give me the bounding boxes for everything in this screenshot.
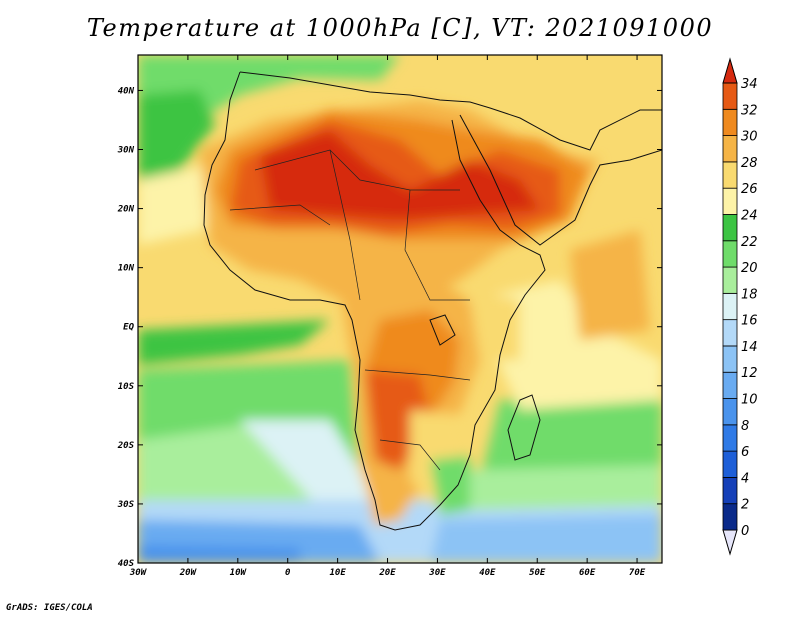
colorbar-segment — [722, 398, 738, 426]
colorbar-label: 28 — [741, 156, 758, 171]
lat-tick-label: 30S — [117, 500, 135, 510]
lon-tick-label: 0 — [285, 568, 291, 578]
colorbar-segment — [722, 345, 738, 373]
mediterranean-coast — [239, 71, 662, 151]
colorbar-label: 24 — [741, 208, 758, 223]
colorbar-segment — [722, 450, 738, 478]
colorbar-label: 22 — [741, 235, 758, 250]
colorbar-segment — [722, 424, 738, 452]
lon-tick-label: 40E — [479, 568, 496, 578]
lon-tick-label: 10W — [230, 568, 248, 578]
colorbar-segment — [722, 240, 738, 268]
colorbar-segment — [722, 135, 738, 163]
border-a — [254, 149, 460, 191]
colorbar-segment — [722, 82, 738, 110]
madagascar — [507, 394, 541, 461]
colorbar-segment — [722, 292, 738, 321]
lon-tick-label: 60E — [579, 568, 596, 578]
lat-tick-label: EQ — [123, 323, 134, 333]
map-title: Temperature at 1000hPa [C], VT: 20210910… — [86, 14, 714, 42]
lat-tick-label: 10N — [118, 264, 135, 274]
colorbar-label: 16 — [741, 314, 758, 329]
arabia-coast — [459, 114, 662, 246]
border-d — [364, 369, 471, 381]
field-indian-green — [480, 395, 662, 480]
colorbar-label: 26 — [741, 182, 758, 197]
lat-tick-label: 20S — [117, 441, 135, 451]
colorbar-label: 14 — [741, 340, 758, 355]
border-e — [379, 439, 441, 471]
lon-tick-label: 30W — [129, 568, 148, 578]
coastlines — [203, 71, 662, 531]
colorbar-label: 4 — [741, 471, 749, 486]
border-c — [404, 189, 470, 301]
lon-tick-label: 50E — [529, 568, 546, 578]
lat-tick-label: 10S — [118, 382, 135, 392]
colorbar-label: 34 — [741, 77, 758, 92]
colorbar-segment — [722, 371, 738, 399]
field-indian-light-green — [450, 465, 662, 510]
colorbar-label: 12 — [741, 366, 758, 381]
colorbar-label: 20 — [741, 261, 758, 276]
colorbar-segment — [722, 503, 738, 531]
colorbar-segment — [722, 266, 738, 294]
field-southeast-blue — [430, 515, 662, 563]
temperature-field — [138, 55, 662, 563]
lat-tick-label: 40N — [118, 86, 135, 96]
credit-text: GrADS: IGES/COLA — [6, 603, 93, 613]
colorbar-over-arrow — [722, 57, 738, 84]
colorbar-label: 18 — [741, 287, 758, 302]
lat-tick-label: 30N — [117, 146, 135, 156]
field-atlantic-dark-green — [138, 320, 330, 365]
axis-ticks: 30W 20W 10W 0 10E 20E 30E 40E 50E 60E 70E 40N 30N 20N… — [117, 55, 662, 578]
colorbar-segment — [722, 161, 738, 189]
lon-tick-label: 30E — [428, 568, 446, 578]
field-arabian-sea-warm — [570, 230, 650, 340]
colorbar-label: 2 — [741, 498, 749, 513]
field-sahara-hottest — [260, 130, 540, 220]
colorbar-label: 6 — [741, 445, 749, 460]
lat-tick-label: 40S — [118, 559, 135, 569]
field-atlantic-pale — [138, 165, 210, 245]
border-b — [329, 149, 361, 301]
colorbar-segment — [722, 214, 738, 242]
colorbar-label: 0 — [741, 524, 749, 539]
colorbar-label: 30 — [741, 130, 758, 145]
lake-victoria — [429, 314, 456, 346]
colorbar-label: 8 — [741, 419, 749, 434]
colorbar-segment — [722, 108, 738, 136]
africa-coast — [203, 71, 546, 531]
map-frame — [137, 54, 663, 564]
lon-tick-label: 10E — [329, 568, 346, 578]
lon-tick-label: 20E — [378, 568, 396, 578]
field-east-africa-mild — [470, 290, 520, 360]
field-northwest-green — [138, 90, 215, 180]
colorbar-segment — [722, 477, 738, 505]
colorbar-segment — [722, 319, 738, 347]
colorbar-label: 10 — [741, 393, 758, 408]
lat-tick-label: 20N — [117, 205, 135, 215]
lon-tick-label: 20W — [179, 568, 198, 578]
colorbar-segment — [722, 187, 738, 215]
colorbar-label: 32 — [741, 103, 758, 118]
colorbar-under-arrow — [722, 529, 738, 556]
border-f — [229, 204, 331, 226]
lon-tick-label: 70E — [629, 568, 646, 578]
field-southwest-deep-blue — [138, 545, 300, 563]
borders — [229, 149, 471, 471]
